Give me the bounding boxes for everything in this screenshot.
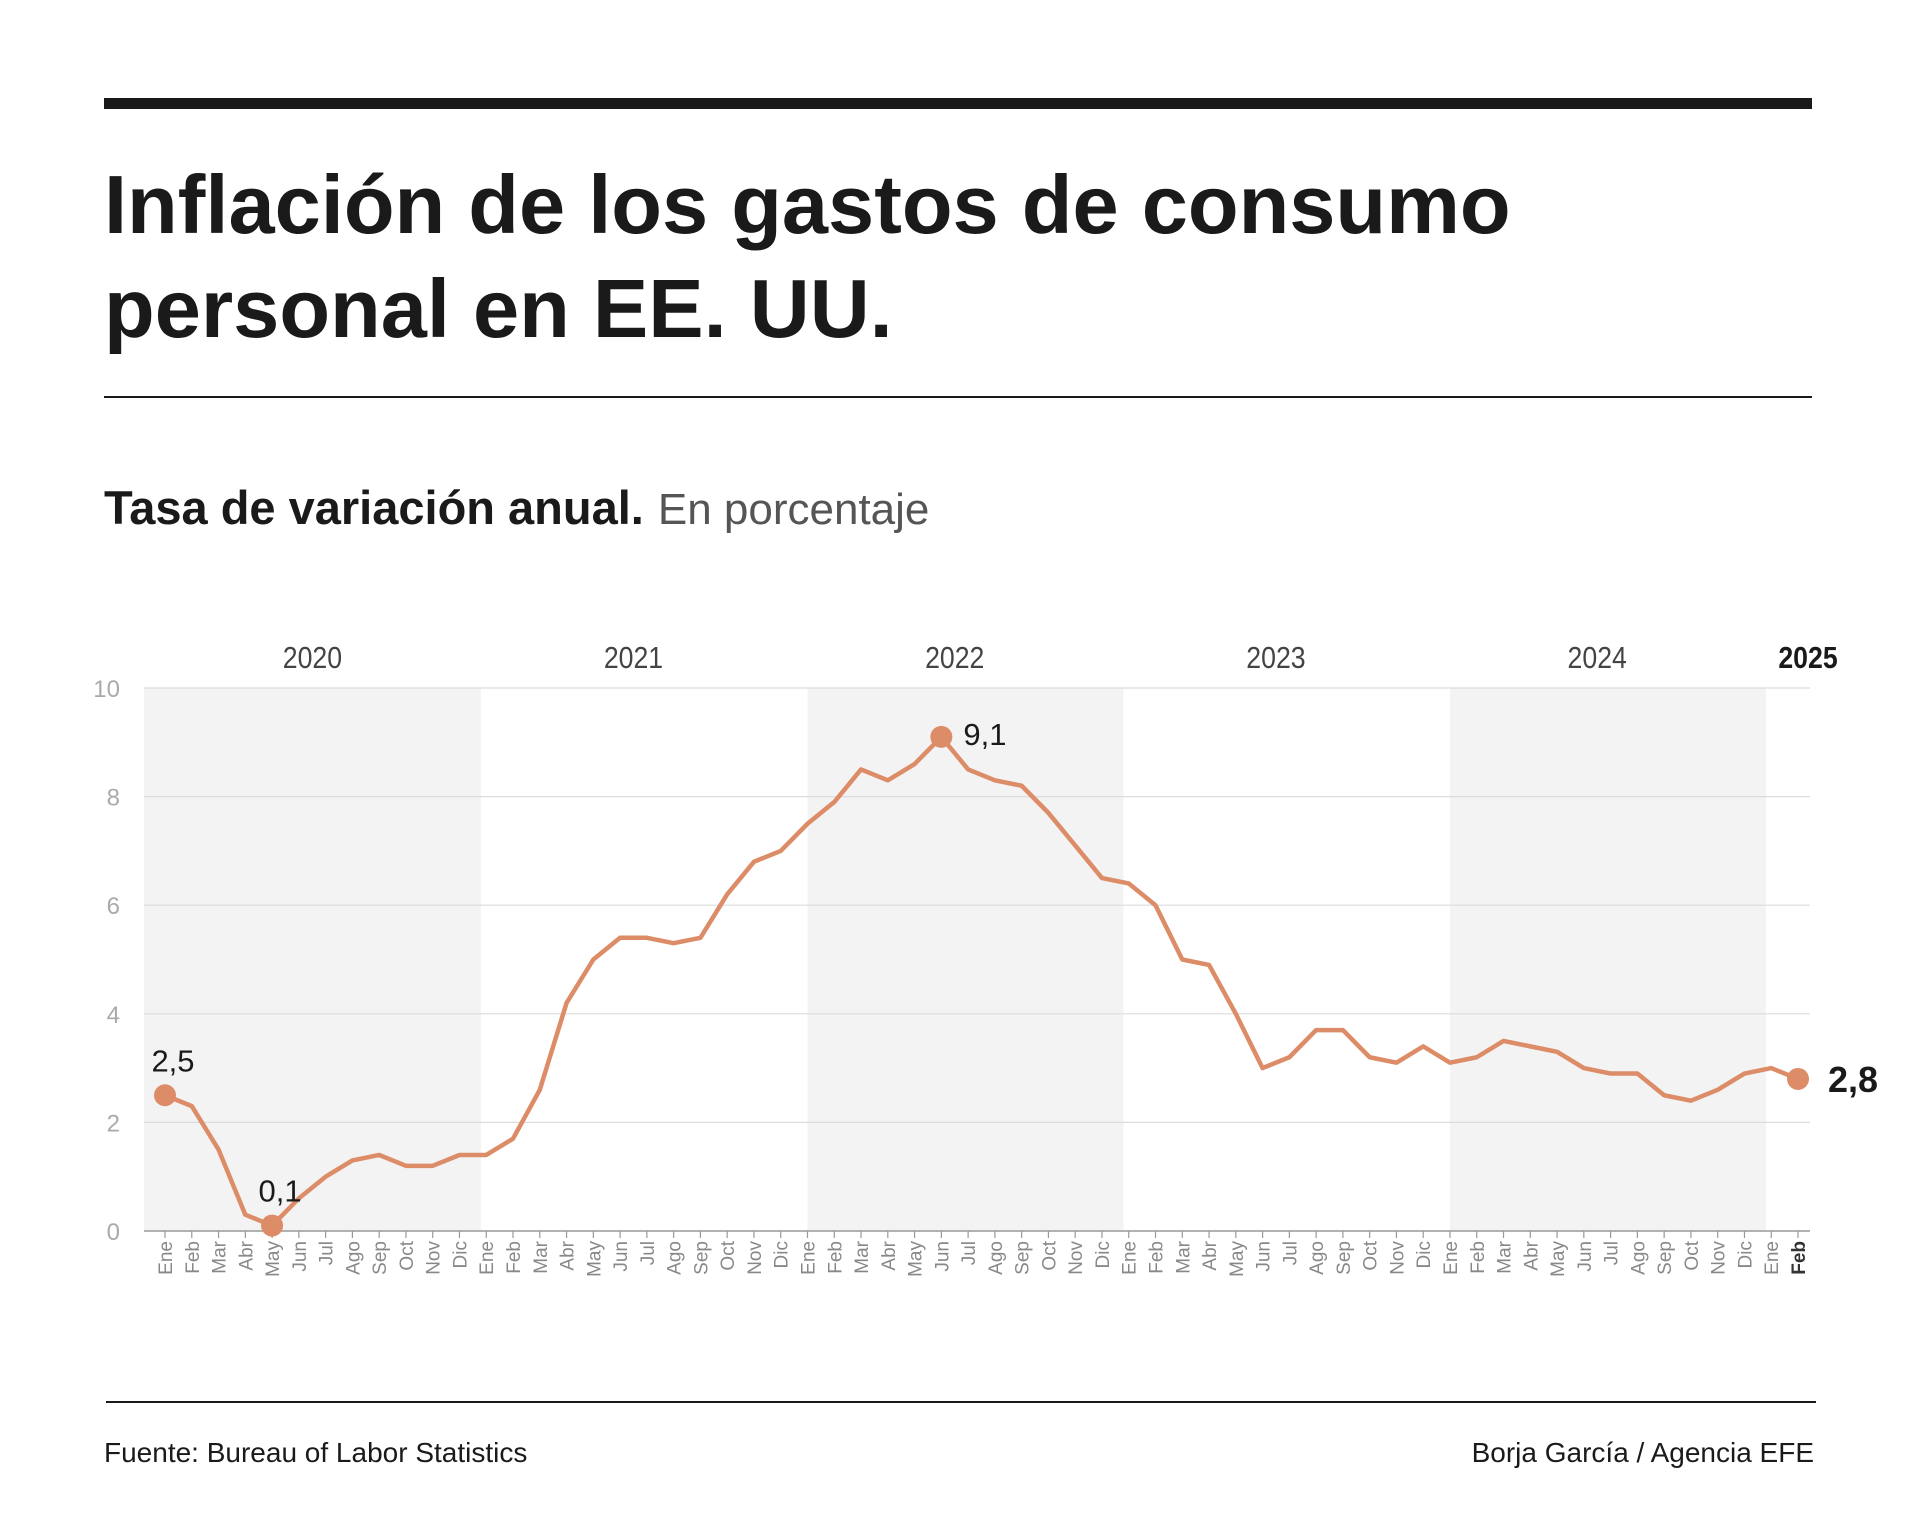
top-rule [104, 98, 1812, 109]
x-tick-label: Oct [1682, 1240, 1703, 1270]
subtitle-block: Tasa de variación anual. En porcentaje [104, 481, 929, 534]
year-band [1449, 688, 1766, 1231]
x-tick-label: Oct [1039, 1240, 1060, 1270]
x-tick-label: May [263, 1241, 284, 1277]
y-tick-label: 6 [107, 893, 120, 920]
x-tick-label: May [584, 1241, 605, 1277]
year-label: 2021 [604, 641, 663, 675]
x-tick-label: Jul [1280, 1241, 1301, 1265]
x-tick-label: Ene [798, 1241, 819, 1275]
highlight-point [930, 725, 953, 748]
x-tick-label: Ago [1628, 1241, 1649, 1275]
x-tick-label: Feb [1789, 1241, 1810, 1275]
x-tick-label: Abr [558, 1240, 579, 1270]
x-tick-label: Dic [1735, 1241, 1756, 1268]
title-line: personal en EE. UU. [104, 262, 893, 355]
x-tick-label: Sep [370, 1241, 391, 1275]
x-tick-label: May [906, 1241, 927, 1277]
x-tick-label: Sep [1013, 1241, 1034, 1275]
highlight-point [261, 1214, 284, 1237]
x-tick-label: Jun [1575, 1241, 1596, 1272]
x-tick-label: Nov [1709, 1241, 1730, 1275]
x-tick-label: May [1548, 1241, 1569, 1277]
year-label: 2025 [1778, 641, 1837, 675]
x-tick-label: Ene [1441, 1241, 1462, 1275]
x-tick-label: Nov [424, 1241, 445, 1275]
footer-rule [106, 1401, 1816, 1403]
year-label: 2024 [1568, 641, 1627, 675]
credit: Borja García / Agencia EFE [1472, 1437, 1814, 1468]
x-tick-label: Abr [879, 1240, 900, 1270]
x-tick-label: Sep [691, 1241, 712, 1275]
value-label: 2,8 [1828, 1059, 1878, 1100]
x-tick-label: Jun [1254, 1241, 1275, 1272]
year-band [807, 688, 1124, 1231]
x-tick-label: Dic [1093, 1241, 1114, 1268]
x-tick-label: May [1227, 1241, 1248, 1277]
year-label: 2023 [1246, 641, 1305, 675]
subtitle-note: En porcentaje [658, 485, 930, 534]
highlight-point [154, 1084, 176, 1107]
x-tick-label: Nov [745, 1241, 766, 1275]
x-tick-label: Feb [183, 1241, 204, 1274]
line-series [164, 734, 1799, 1228]
x-tick-label: Mar [210, 1240, 231, 1273]
x-tick-label: Feb [1147, 1241, 1168, 1274]
x-tick-label: Jul [638, 1241, 659, 1265]
x-tick-label: Mar [1173, 1240, 1194, 1273]
x-tick-label: Dic [1414, 1241, 1435, 1268]
x-tick-label: Jun [290, 1241, 311, 1272]
source: Fuente: Bureau of Labor Statistics [104, 1437, 527, 1468]
x-tick-label: Ago [343, 1241, 364, 1275]
x-tick-label: Ene [477, 1241, 498, 1275]
x-tick-label: Abr [1200, 1240, 1221, 1270]
x-tick-label: Feb [1468, 1241, 1489, 1274]
x-tick-label: Jul [1602, 1241, 1623, 1265]
x-tick-label: Abr [236, 1240, 257, 1270]
x-tick-label: Jun [932, 1241, 953, 1272]
x-tick-label: Feb [504, 1241, 525, 1274]
value-label: 2,5 [151, 1043, 194, 1078]
year-label: 2020 [283, 641, 342, 675]
x-tick-label: Jul [959, 1241, 980, 1265]
x-tick-label: Ago [665, 1241, 686, 1275]
x-tick-label: Sep [1334, 1241, 1355, 1275]
title-rule [104, 396, 1812, 398]
y-tick-label: 2 [107, 1110, 120, 1137]
x-tick-label: Ene [1120, 1241, 1141, 1275]
year-label: 2022 [925, 641, 984, 675]
x-tick-label: Jul [317, 1241, 338, 1265]
x-tick-label: Jun [611, 1241, 632, 1272]
value-label: 0,1 [259, 1174, 302, 1209]
x-tick-label: Nov [1387, 1241, 1408, 1275]
x-tick-label: Ago [986, 1241, 1007, 1275]
x-tick-label: Oct [397, 1240, 418, 1270]
title-line: Inflación de los gastos de consumo [104, 158, 1511, 251]
year-band [144, 688, 481, 1231]
x-tick-label: Nov [1066, 1241, 1087, 1275]
x-tick-label: Feb [825, 1241, 846, 1274]
x-tick-label: Oct [718, 1240, 739, 1270]
x-tick-label: Mar [531, 1240, 552, 1273]
y-tick-label: 10 [93, 676, 120, 703]
x-tick-label: Ago [1307, 1241, 1328, 1275]
x-tick-label: Oct [1361, 1240, 1382, 1270]
y-tick-label: 0 [107, 1219, 120, 1246]
value-label: 9,1 [963, 717, 1006, 752]
x-tick-label: Sep [1655, 1241, 1676, 1275]
highlight-point [1787, 1067, 1809, 1090]
x-tick-label: Dic [772, 1241, 793, 1268]
x-tick-label: Mar [852, 1240, 873, 1273]
x-tick-label: Dic [450, 1241, 471, 1268]
x-tick-label: Abr [1521, 1240, 1542, 1270]
y-tick-label: 8 [107, 785, 120, 812]
x-tick-label: Ene [1762, 1241, 1783, 1275]
subtitle: Tasa de variación anual. [104, 481, 644, 534]
y-tick-label: 4 [107, 1002, 120, 1029]
x-tick-label: Mar [1495, 1240, 1516, 1273]
x-tick-label: Ene [156, 1241, 177, 1275]
